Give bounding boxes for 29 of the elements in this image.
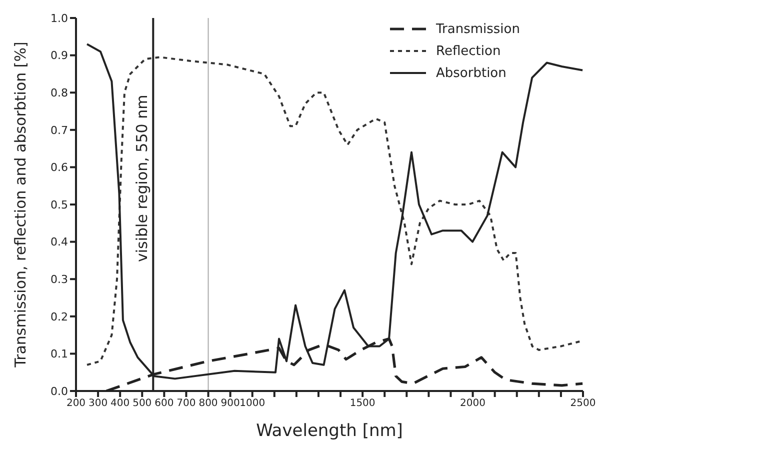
x-tick-label: 600 bbox=[154, 398, 174, 410]
y-tick-label: 0.7 bbox=[50, 124, 68, 137]
ref-line-label: visible region, 550 nm bbox=[133, 94, 152, 262]
x-tick-label: 1000 bbox=[240, 398, 266, 410]
x-tick-label: 400 bbox=[110, 398, 130, 410]
y-tick-label: 1.0 bbox=[50, 12, 68, 25]
legend-label: Absorbtion bbox=[436, 66, 506, 80]
x-tick-label: 500 bbox=[132, 398, 152, 410]
x-tick-label: 900 bbox=[220, 398, 240, 410]
y-tick-label: 0.8 bbox=[50, 86, 68, 100]
x-tick-label: 300 bbox=[88, 398, 108, 410]
legend-label: Reflection bbox=[436, 44, 501, 58]
y-axis-title: Transmission, reflection and absorbtion [%] bbox=[11, 42, 30, 368]
y-tick-label: 0.6 bbox=[50, 161, 68, 174]
x-tick-label: 200 bbox=[66, 398, 86, 410]
y-tick-label: 0.9 bbox=[50, 49, 68, 62]
y-tick-label: 0.5 bbox=[50, 198, 68, 212]
x-tick-label: 700 bbox=[176, 398, 196, 410]
y-tick-label: 0.3 bbox=[50, 273, 68, 286]
x-tick-label: 800 bbox=[198, 398, 218, 410]
y-tick-label: 0.1 bbox=[50, 348, 68, 361]
x-tick-label: 1500 bbox=[350, 398, 376, 410]
y-tick-label: 0.0 bbox=[50, 384, 68, 398]
x-axis-title: Wavelength [nm] bbox=[256, 421, 403, 441]
legend-label: Transmission bbox=[436, 22, 520, 36]
y-tick-label: 0.4 bbox=[50, 236, 68, 249]
y-tick-label: 0.2 bbox=[50, 310, 68, 324]
x-tick-label: 2000 bbox=[460, 398, 486, 410]
x-tick-label: 2500 bbox=[570, 398, 596, 410]
